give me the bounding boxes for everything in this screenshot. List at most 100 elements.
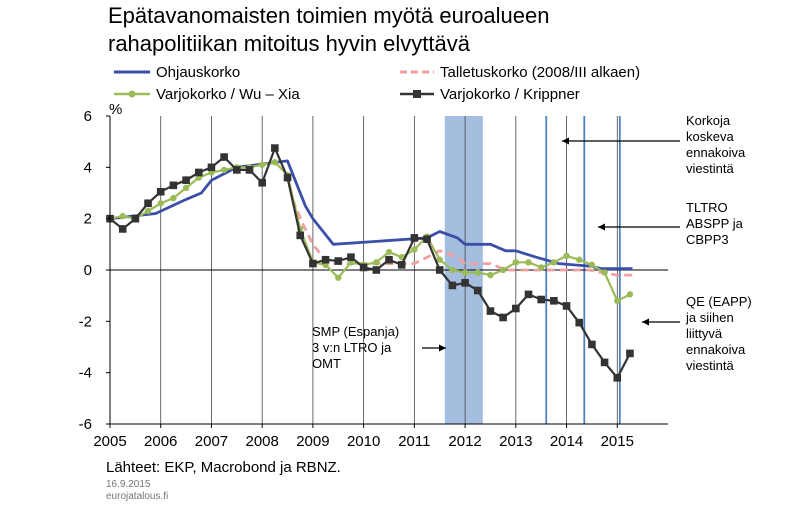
- data-point: [588, 261, 596, 269]
- y-tick-label: 2: [84, 211, 92, 228]
- annotation-text: liittyvä: [686, 326, 723, 341]
- y-tick-label: -4: [79, 365, 92, 382]
- data-point: [461, 269, 469, 276]
- data-point: [119, 212, 126, 220]
- data-point: [601, 269, 608, 276]
- data-point: [473, 286, 482, 295]
- annotation-text: koskeva: [686, 129, 734, 144]
- y-tick-label: 4: [84, 159, 92, 176]
- data-point: [410, 234, 419, 242]
- legend-krippner: Varjokorko / Krippner: [400, 84, 580, 104]
- x-tick-label: 2007: [195, 433, 228, 450]
- series-line: [291, 198, 633, 277]
- y-tick-label: 6: [84, 108, 92, 125]
- data-point: [626, 349, 634, 358]
- data-point: [537, 295, 545, 304]
- annotation-text: 3 v:n LTRO ja: [312, 340, 392, 355]
- data-point: [537, 264, 545, 271]
- data-point: [448, 281, 457, 290]
- data-point: [385, 255, 393, 264]
- data-point: [411, 246, 418, 253]
- data-point: [600, 358, 609, 367]
- y-tick-label: -6: [79, 416, 92, 433]
- data-point: [436, 256, 443, 263]
- x-tick-label: 2011: [398, 433, 430, 450]
- data-point: [144, 207, 152, 215]
- legend-label: Varjokorko / Krippner: [440, 85, 580, 103]
- annotation-arrowhead: [598, 223, 605, 231]
- data-point: [525, 259, 532, 266]
- data-point: [398, 253, 405, 261]
- data-point: [245, 166, 254, 174]
- data-point: [170, 194, 177, 202]
- data-point: [373, 259, 380, 266]
- data-point: [499, 313, 507, 322]
- annotation-text: ennakoiva: [686, 342, 746, 357]
- x-tick-label: 2014: [550, 433, 583, 450]
- data-point: [258, 161, 266, 168]
- data-point: [194, 168, 203, 177]
- date-note: 16.9.2015: [106, 479, 151, 490]
- y-unit-label: %: [109, 101, 122, 118]
- data-point: [309, 259, 317, 268]
- data-point: [575, 318, 584, 327]
- y-tick-label: 0: [84, 262, 92, 279]
- data-point: [296, 231, 305, 240]
- data-point: [449, 266, 456, 274]
- data-point: [576, 256, 583, 263]
- title-line-2: rahapolitiikan mitoitus hyvin elvyttävä: [108, 31, 470, 56]
- data-point: [614, 297, 621, 304]
- legend-marker-line-icon: [114, 90, 150, 98]
- data-point: [220, 166, 228, 174]
- data-point: [258, 178, 266, 187]
- annotation-text: ennakoiva: [686, 145, 746, 160]
- legend-label: Ohjauskorko: [156, 63, 241, 81]
- annotation-text: CBPP3: [686, 232, 729, 247]
- annotation-text: OMT: [312, 356, 341, 371]
- data-point: [626, 291, 634, 298]
- data-point: [487, 271, 494, 279]
- x-tick-label: 2006: [144, 433, 177, 450]
- data-point: [397, 261, 406, 269]
- data-point: [131, 214, 140, 223]
- annotation-text: QE (EAPP): [686, 294, 752, 309]
- legend-square-marker-icon: [400, 90, 434, 98]
- data-point: [563, 252, 570, 260]
- data-point: [385, 248, 393, 256]
- legend-label: Varjokorko / Wu – Xia: [156, 85, 300, 103]
- data-point: [359, 263, 368, 272]
- annotation-text: viestintä: [686, 161, 734, 176]
- x-tick-label: 2015: [601, 433, 634, 450]
- data-point: [613, 374, 622, 382]
- data-point: [499, 266, 507, 274]
- annotation-text: Korkoja: [686, 113, 731, 128]
- data-point: [550, 259, 558, 266]
- data-point: [156, 187, 165, 196]
- x-tick-label: 2010: [347, 433, 380, 450]
- annotation-text: TLTRO: [686, 200, 728, 215]
- title-line-1: Epätavanomaisten toimien myötä euroaluee…: [108, 3, 550, 28]
- data-point: [347, 253, 355, 261]
- data-point: [372, 266, 381, 274]
- data-point: [335, 274, 342, 281]
- data-point: [233, 166, 241, 174]
- legend-wu-xia: Varjokorko / Wu – Xia: [114, 84, 300, 104]
- data-point: [486, 307, 495, 315]
- data-point: [144, 199, 152, 208]
- data-point: [157, 200, 164, 207]
- source-note: Lähteet: EKP, Macrobond ja RBNZ.: [106, 459, 341, 476]
- data-point: [524, 290, 533, 299]
- x-tick-label: 2009: [296, 433, 329, 450]
- data-point: [118, 225, 127, 233]
- data-point: [271, 159, 279, 166]
- data-point: [588, 340, 596, 349]
- legend-dashed-line-icon: [400, 70, 434, 74]
- site-note: eurojatalous.fi: [106, 491, 169, 502]
- x-tick-label: 2013: [499, 433, 532, 450]
- x-tick-label: 2008: [245, 433, 278, 450]
- data-point: [334, 257, 343, 265]
- x-tick-label: 2012: [448, 433, 481, 450]
- data-point: [207, 163, 216, 172]
- annotation-arrowhead: [439, 344, 446, 352]
- x-tick-label: 2005: [93, 433, 126, 450]
